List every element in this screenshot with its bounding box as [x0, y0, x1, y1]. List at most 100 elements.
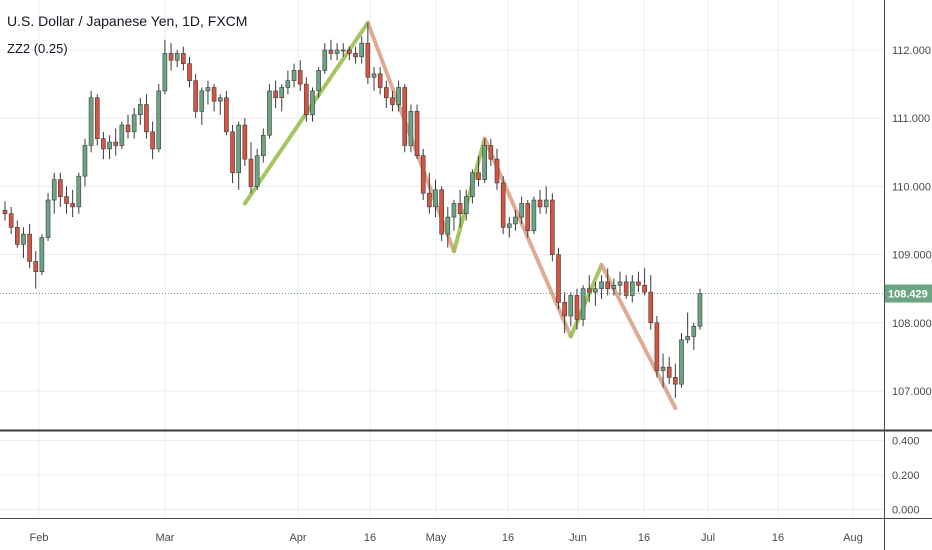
candle-body	[279, 87, 285, 99]
candle-body	[138, 104, 143, 116]
candle	[107, 135, 112, 160]
time-tick-label: Jul	[701, 532, 715, 544]
candle	[205, 80, 211, 105]
candle-body	[82, 145, 88, 177]
candle-body	[629, 281, 635, 296]
candle-body	[666, 366, 672, 378]
indicator-tick-label: 0.000	[892, 504, 920, 516]
candle-body	[408, 111, 414, 146]
zigzag-segment-up	[568, 262, 604, 339]
candle-body	[260, 134, 266, 157]
candle-body	[45, 199, 51, 238]
candle	[629, 275, 635, 303]
candle-body	[51, 179, 57, 201]
time-tick-label: Mar	[156, 532, 175, 544]
chart-title: U.S. Dollar / Japanese Yen, 1D, FXCM	[7, 13, 248, 29]
candle	[445, 206, 451, 248]
candle-body	[593, 288, 598, 293]
candle	[21, 227, 26, 259]
candle	[64, 186, 69, 214]
candle	[623, 275, 629, 299]
candle-body	[230, 131, 235, 174]
candle	[531, 196, 537, 235]
candle-body	[494, 158, 500, 184]
candle	[279, 84, 285, 112]
candle	[291, 63, 297, 88]
candle	[27, 223, 32, 269]
candle	[316, 67, 321, 98]
indicator-tick-label: 0.200	[892, 470, 920, 482]
candle-body	[322, 49, 328, 71]
candle-body	[328, 49, 334, 54]
candle	[88, 90, 94, 153]
price-axis[interactable]: 112.000 111.000 110.000 109.000 108.000 107.0…	[884, 0, 932, 550]
candle-body	[525, 203, 531, 232]
candle-body	[224, 97, 229, 133]
candle-body	[654, 322, 660, 371]
candle	[236, 121, 241, 190]
time-tick-label: 16	[502, 532, 514, 544]
candle-body	[605, 281, 611, 290]
candle-body	[697, 293, 703, 327]
candle-body	[236, 124, 241, 174]
candle	[150, 121, 155, 160]
candle	[353, 46, 358, 64]
candle	[476, 155, 481, 187]
candle	[383, 80, 389, 108]
candle	[414, 104, 420, 160]
candle	[371, 67, 377, 91]
candle	[599, 275, 604, 299]
candle	[439, 186, 444, 241]
candle-body	[482, 145, 488, 180]
candle	[642, 268, 647, 296]
candle-body	[285, 80, 291, 88]
indicator-tick-label: 0.400	[892, 436, 920, 448]
candle	[666, 356, 672, 385]
candle-body	[76, 175, 82, 208]
candle	[8, 206, 14, 235]
candle	[617, 271, 623, 296]
candle-body	[574, 295, 580, 320]
candle	[543, 186, 549, 214]
candle	[488, 138, 494, 166]
price-tick-label: 109.000	[892, 250, 932, 262]
candle-body	[205, 87, 211, 92]
candle-body	[39, 237, 45, 272]
candle-body	[568, 295, 574, 317]
candle	[685, 312, 690, 344]
candle-body	[476, 172, 481, 180]
candle	[513, 210, 518, 231]
candle	[33, 251, 39, 289]
candle-body	[70, 203, 75, 208]
candle-body	[156, 90, 162, 150]
candle	[174, 50, 180, 68]
candle	[673, 363, 678, 398]
candle-body	[2, 209, 8, 214]
candle	[94, 94, 100, 146]
candle-body	[8, 213, 14, 228]
candle	[211, 84, 217, 112]
candle	[408, 104, 414, 153]
candle	[310, 87, 315, 122]
candle	[654, 315, 660, 378]
candle-body	[586, 288, 592, 293]
candle	[482, 138, 488, 183]
candle	[131, 107, 137, 139]
candle-body	[33, 261, 39, 272]
time-axis[interactable]: Feb Mar Apr 16 May 16 Jun 16 Jul 16 Aug	[0, 518, 932, 545]
candle	[168, 43, 174, 71]
candle-body	[168, 53, 174, 61]
candle-body	[340, 49, 346, 52]
candle-body	[691, 325, 697, 337]
candle-body	[310, 90, 315, 116]
time-tick-label: 16	[364, 532, 376, 544]
candle-body	[488, 145, 494, 160]
candle	[334, 43, 340, 61]
candle	[58, 172, 63, 207]
candle-body	[297, 70, 303, 85]
candle-body	[648, 291, 654, 324]
candle	[365, 22, 371, 85]
candle	[181, 46, 186, 71]
candle	[347, 46, 352, 61]
